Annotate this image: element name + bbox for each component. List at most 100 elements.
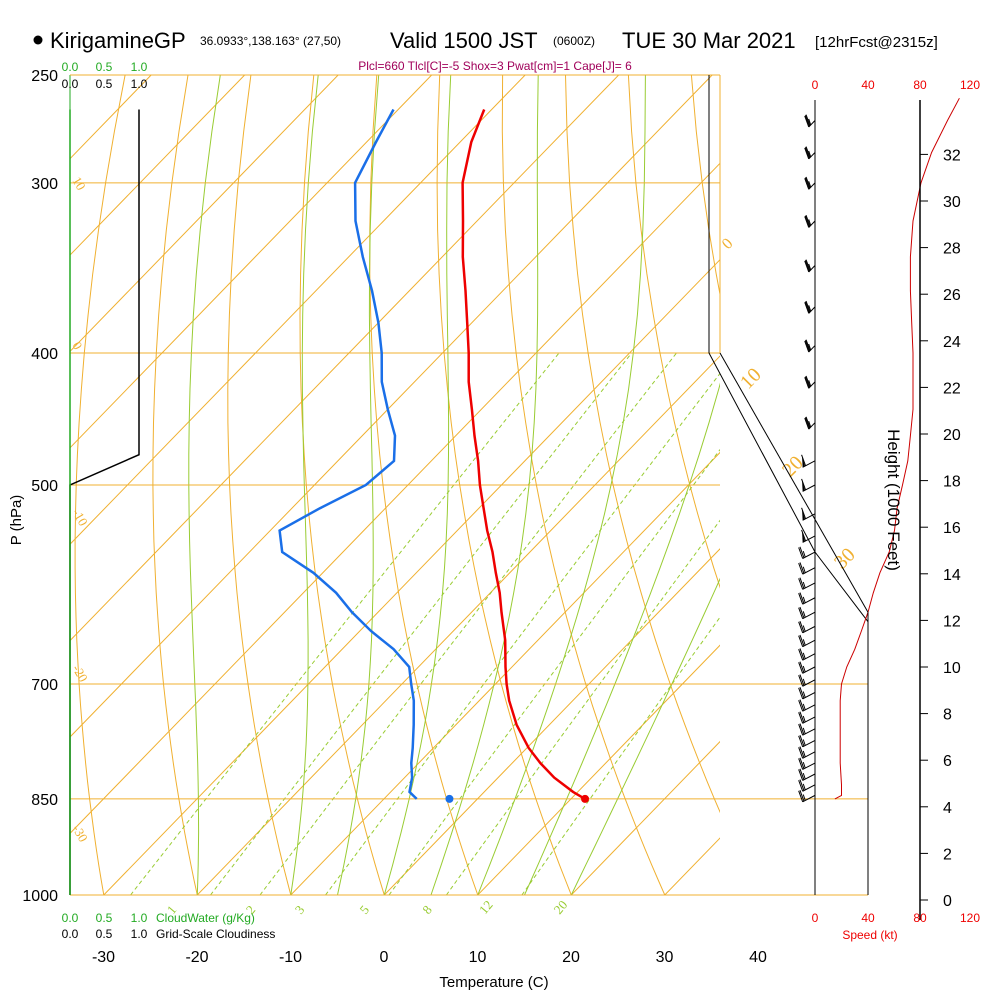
forecast-label: [12hrFcst@2315z] [815, 34, 938, 51]
wind-barb [798, 699, 816, 712]
wind-barb [798, 562, 816, 575]
pressure-tick-label: 1000 [22, 888, 58, 905]
x-axis-title: Temperature (C) [439, 974, 548, 991]
profile-layer [278, 108, 590, 803]
isotherm-line [758, 75, 1000, 895]
height-axis-title: Height (1000 Feet) [884, 429, 903, 571]
wind-barb [801, 529, 816, 543]
mixing-ratio-label: 8 [419, 902, 435, 917]
wind-barb [798, 620, 816, 634]
dry-adiabat-line [152, 75, 198, 895]
temperature-profile [461, 109, 586, 800]
dry-adiabat-label: 10 [69, 174, 88, 193]
wind-barb [798, 789, 816, 803]
mixing-ratio-line [445, 519, 720, 895]
cloud-water-tick-bottom: 0.0 [62, 911, 79, 925]
wind-barb [798, 592, 816, 605]
wind-barb [798, 757, 816, 770]
wind-barb [804, 259, 816, 273]
station-coords: 36.0933°,138.163° (27,50) [200, 34, 341, 48]
dry-adiabat-label: -10 [69, 506, 91, 529]
height-tick-label: 32 [943, 147, 961, 164]
speed-axis-title: Speed (kt) [842, 928, 897, 942]
wind-barb [798, 577, 816, 590]
height-tick-label: 2 [943, 846, 952, 863]
wind-barb [798, 674, 816, 687]
wind-barb [804, 176, 816, 190]
moist-adiabat-line [477, 75, 646, 895]
isotherm-line [383, 548, 720, 895]
height-tick-label: 12 [943, 613, 961, 630]
valid-time: Valid 1500 JST [390, 28, 538, 53]
moist-adiabat-line [383, 75, 452, 895]
dewpoint-profile [278, 108, 418, 800]
cloudiness-tick-bottom: 0.5 [96, 927, 113, 941]
wind-barb [804, 300, 816, 314]
cloudiness-tick-bottom: 1.0 [131, 927, 148, 941]
temperature-tick-label: -30 [92, 949, 115, 966]
temperature-tick-label: 0 [380, 949, 389, 966]
wind-barb [804, 416, 816, 430]
height-tick-label: 14 [943, 567, 961, 584]
isotherm-line [570, 740, 720, 895]
surface-dewpoint-point [445, 794, 454, 803]
speed-envelope-line [708, 75, 869, 895]
mixing-ratio-label: 5 [356, 902, 372, 917]
dry-adiabat-line [74, 75, 126, 895]
cloudiness-title: Grid-Scale Cloudiness [156, 927, 275, 941]
speed-tick-bottom: 0 [812, 911, 819, 925]
speed-tick-top: 0 [812, 78, 819, 92]
moist-adiabat-line [430, 75, 539, 895]
mixing-ratio-line [521, 616, 720, 895]
mixing-ratio-line [130, 352, 560, 895]
valid-date: TUE 30 Mar 2021 [622, 28, 796, 53]
temperature-tick-label: 30 [656, 949, 674, 966]
height-tick-label: 6 [943, 753, 952, 770]
height-tick-label: 22 [943, 380, 961, 397]
wind-barb [798, 768, 816, 781]
dry-adiabat-line [299, 75, 385, 895]
wind-barb [804, 146, 816, 160]
terrain-line [719, 352, 869, 613]
cloud-water-tick-bottom: 0.5 [96, 911, 113, 925]
wind-barb [798, 661, 816, 674]
height-tick-label: 18 [943, 474, 961, 491]
stability-params: Plcl=660 Tlcl[C]=-5 Shox=3 Pwat[cm]=1 Ca… [358, 59, 632, 73]
surface-temperature-point [581, 794, 590, 803]
dry-adiabat-line [817, 75, 1000, 895]
dry-adiabat-line [627, 75, 720, 589]
cloud-water-title: CloudWater (g/Kg) [156, 911, 255, 925]
isotherm-line [70, 75, 433, 449]
wind-barb [801, 507, 816, 521]
wind-barb [798, 746, 816, 759]
height-tick-label: 8 [943, 707, 952, 724]
moist-adiabat-line [524, 382, 720, 895]
height-tick-label: 20 [943, 427, 961, 444]
wind-barb [798, 723, 816, 736]
pressure-tick-label: 850 [31, 792, 58, 809]
dry-adiabat-line [369, 75, 479, 895]
wind-barb [798, 735, 816, 748]
cloud-water-tick-bottom: 1.0 [131, 911, 148, 925]
height-tick-label: 30 [943, 194, 961, 211]
cloud-water-tick-top: 1.0 [131, 60, 148, 74]
height-tick-label: 28 [943, 241, 961, 258]
cloudiness-tick-top: 0.5 [96, 77, 113, 91]
mixing-ratio-line [259, 352, 677, 895]
pressure-tick-label: 250 [31, 68, 58, 85]
axis-ticks: 0246810121416182022242628303225030040050… [22, 60, 980, 966]
isotherm-line [852, 75, 1000, 895]
wind-barb [798, 711, 816, 724]
dry-adiabat-label: -30 [69, 822, 91, 845]
wind-barb [804, 339, 816, 353]
speed-tick-top: 40 [861, 78, 875, 92]
temperature-tick-label: -20 [185, 949, 208, 966]
cloud-water-tick-top: 0.5 [96, 60, 113, 74]
speed-tick-bottom: 120 [960, 911, 980, 925]
pressure-tick-label: 400 [31, 346, 58, 363]
wind-barb [798, 546, 816, 559]
station-name: KirigamineGP [50, 28, 186, 53]
dry-adiabat-line [501, 75, 666, 895]
